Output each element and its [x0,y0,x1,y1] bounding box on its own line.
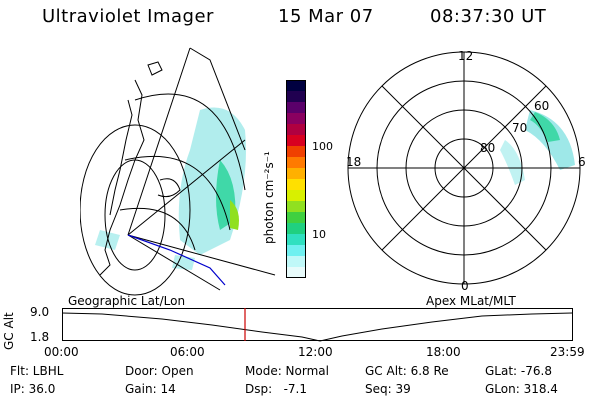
polar-grid [347,51,581,285]
time-label: 08:37:30 UT [430,6,547,27]
colorbar-band [286,102,306,114]
colorbar-border [286,80,306,278]
timeline-ytick-bottom: 1.8 [30,330,50,344]
instrument-title: Ultraviolet Imager [42,6,214,27]
colorbar-band [286,124,306,136]
colorbar-gradient [286,80,306,279]
seq-label: Seq: 39 [365,382,411,396]
left-projection-label: Geographic Lat/Lon [68,294,186,308]
gain-label: Gain: 14 [125,382,176,396]
geographic-map [80,47,276,296]
timeline-axis-label: GC Alt [2,312,16,350]
colorbar-unit-label: photon cm⁻²s⁻¹ [262,151,276,244]
time-tick-4: 23:59 [550,345,585,359]
lat-label-80: 80 [480,141,495,155]
colorbar-band [286,80,306,92]
lat-label-70: 70 [512,121,527,135]
door-label: Door: Open [125,364,194,378]
colorbar-band [286,113,306,125]
colorbar-band [286,256,306,268]
colorbar-band [286,190,306,202]
colorbar-band [286,245,306,257]
colorbar [286,80,306,279]
polar-plot: 12 18 6 0 80 70 60 [346,49,586,293]
lat-label-60: 60 [534,99,549,113]
colorbar-tick-100: 100 [312,140,333,153]
glat-label: GLat: -76.8 [485,364,552,378]
colorbar-tick-10: 10 [312,228,326,241]
aurora-emission [95,107,246,270]
colorbar-band [286,146,306,158]
mlt-label-18: 18 [346,155,361,169]
time-tick-1: 06:00 [170,345,205,359]
colorbar-band [286,135,306,147]
colorbar-band [286,212,306,224]
ip-label: IP: 36.0 [10,382,56,396]
colorbar-band [286,179,306,191]
glon-label: GLon: 318.4 [485,382,558,396]
time-tick-0: 00:00 [44,345,79,359]
altitude-curve [62,312,573,342]
colorbar-band [286,168,306,180]
timeline-ytick-top: 9.0 [30,305,50,319]
right-projection-label: Apex MLat/MLT [426,294,516,308]
coastline [99,61,181,276]
dsp-label: Dsp: -7.1 [245,382,308,396]
polar-aurora [500,110,575,185]
altitude-timeline [62,308,573,342]
time-tick-3: 18:00 [426,345,461,359]
mlt-label-12: 12 [458,49,473,63]
colorbar-band [286,223,306,235]
colorbar-band [286,201,306,213]
satellite-track [127,234,226,286]
grid-lines [80,47,276,296]
date-label: 15 Mar 07 [278,6,374,27]
colorbar-band [286,267,306,279]
gc-alt-label: GC Alt: 6.8 Re [365,364,449,378]
colorbar-band [286,234,306,246]
colorbar-band [286,157,306,169]
mlt-label-6: 6 [578,155,586,169]
mlt-label-0: 0 [461,279,469,293]
colorbar-band [286,91,306,103]
mode-label: Mode: Normal [245,364,329,378]
time-tick-2: 12:00 [298,345,333,359]
flt-label: Flt: LBHL [10,364,64,378]
